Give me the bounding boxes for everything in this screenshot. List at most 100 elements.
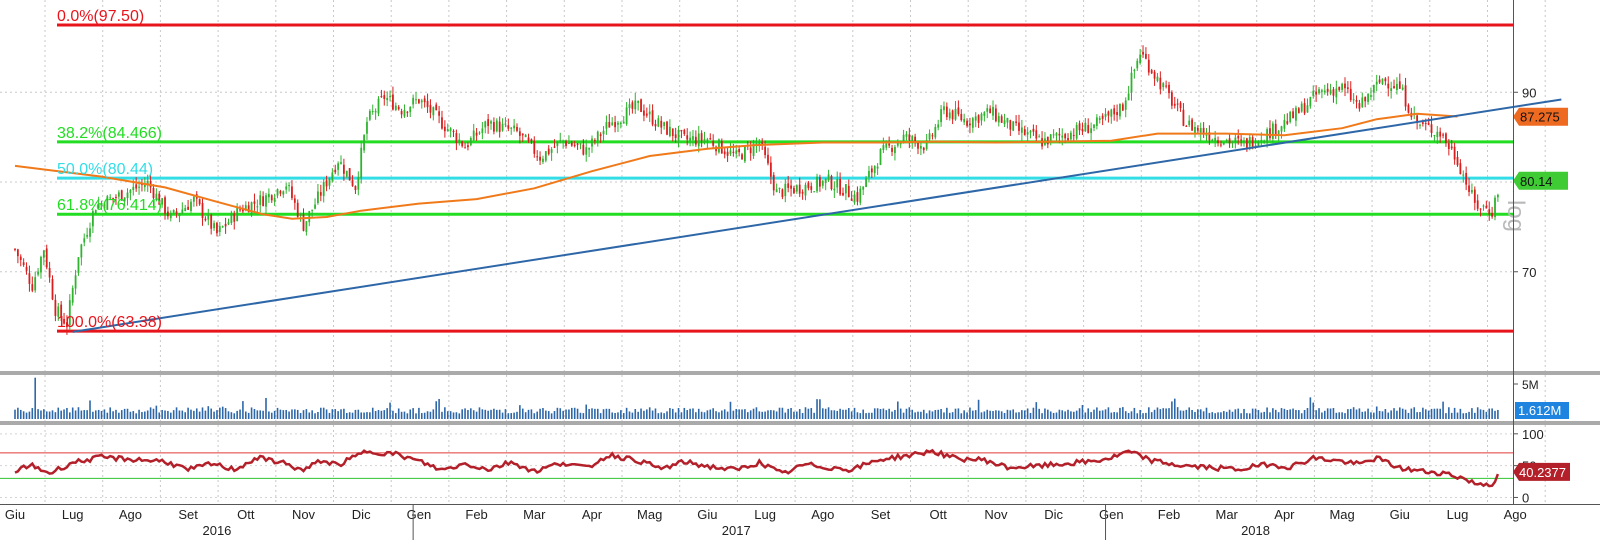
volume-bar [1272,408,1274,419]
volume-bar [118,412,120,419]
candle-body [830,175,833,190]
candle-body [1020,127,1023,133]
volume-bar [983,411,986,419]
volume-bar [224,408,227,419]
volume-bar [34,377,36,419]
volume-bar [193,410,195,419]
candle-body [697,133,700,147]
candle-body [1035,130,1038,139]
candle-body [143,185,146,188]
candle-body [1465,172,1468,185]
volume-bar [446,411,449,419]
volume-bar [1243,408,1245,419]
volume-bar [423,412,426,419]
volume-bar [1436,408,1439,419]
volume-bar [247,412,250,419]
candle-body [798,184,801,194]
candle-body [1026,132,1029,135]
candle-body [493,122,495,132]
candle-body [749,147,752,154]
candle-body [1421,122,1424,124]
month-label: Nov [984,507,1008,522]
candle-body [207,215,210,220]
candle-body [190,201,192,211]
candle-body [1476,200,1479,209]
candle-body [204,218,207,221]
candle-body [559,140,562,142]
candle-body [983,112,986,116]
volume-bar [882,408,885,419]
volume-bar [1474,412,1476,419]
volume-bar [914,412,916,419]
candle-body [660,120,663,128]
volume-bar [498,409,501,419]
candle-body [550,149,553,153]
candle-body [1396,83,1398,91]
volume-bar [1006,409,1009,419]
price-tick-label: 70 [1522,265,1536,280]
volume-bar [873,408,876,419]
volume-bar [640,408,642,419]
volume-bar [709,409,712,419]
candle-body [821,180,824,186]
candle-body [611,122,614,126]
volume-bar [1018,412,1020,419]
volume-bar [273,410,276,419]
volume-bar [1058,409,1061,419]
volume-bar [386,408,388,419]
volume-bar [1335,412,1338,419]
candle-body [568,143,570,145]
candle-body [1061,135,1064,138]
candle-body [141,184,143,186]
candle-body [908,134,911,141]
candle-body [960,113,963,121]
candle-body [467,145,469,148]
volume-bar [103,409,106,419]
candle-body [1277,130,1280,134]
volume-bar [1009,410,1012,419]
candle-body [1309,96,1312,107]
volume-bar [1003,412,1006,419]
volume-bar [827,407,830,419]
volume-bar [123,408,126,419]
volume-bar [478,407,481,419]
volume-bar [732,410,735,419]
volume-bar [1433,408,1436,419]
volume-bar [175,407,178,419]
candle-body [1352,99,1355,101]
volume-bar [695,412,697,419]
volume-bar [510,413,513,419]
candle-body [1023,129,1026,136]
volume-bar [1021,410,1023,419]
volume-bar [628,411,631,419]
volume-bar [1176,407,1179,419]
candle-body [700,133,703,141]
volume-bar [637,411,639,419]
volume-bar [995,410,997,419]
candle-body [510,127,513,129]
candle-body [418,99,420,104]
candle-body [1199,127,1202,133]
candle-body [368,110,371,120]
month-label: Lug [62,507,84,522]
volume-bar [842,409,844,419]
month-label: Lug [1447,507,1469,522]
candle-body [178,213,181,217]
candle-body [1456,156,1459,166]
month-label: Mag [1329,507,1354,522]
candle-body [345,170,348,177]
volume-bar [1165,408,1167,419]
volume-bar [320,407,322,419]
candle-body [1430,124,1433,134]
candle-body [1185,125,1188,127]
candle-body [1482,205,1485,207]
volume-bar [1488,408,1491,419]
candle-body [464,147,466,149]
volume-bar [556,407,559,419]
volume-tag-text: 1.612M [1518,403,1561,418]
volume-bar [1188,407,1190,419]
candle-body [77,257,80,273]
volume-bar [1442,401,1444,419]
volume-bar [1211,412,1214,419]
candle-body [1170,92,1173,106]
